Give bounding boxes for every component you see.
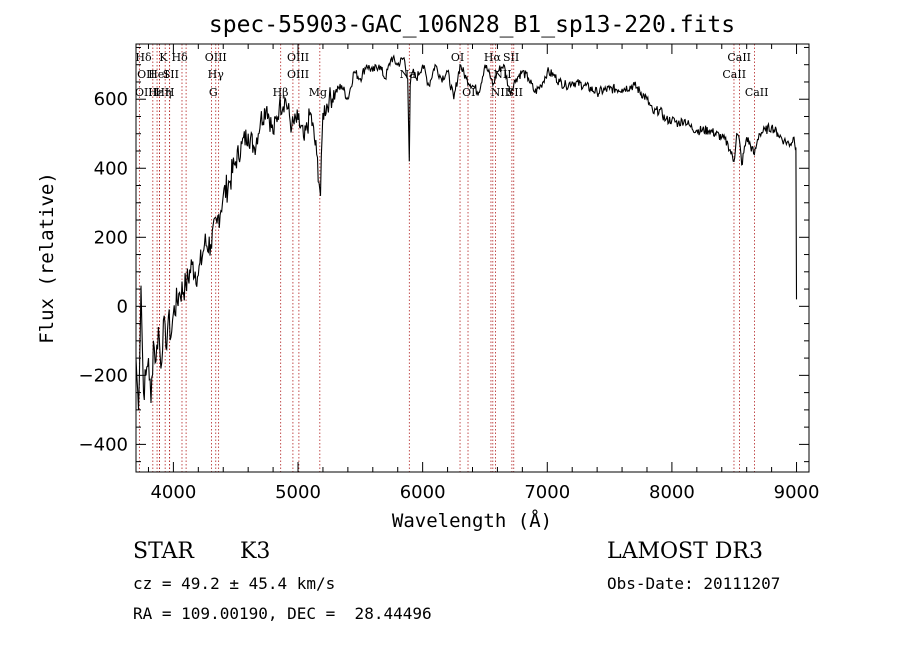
line-label-19: Hη [155,86,171,99]
line-label-2: Hδ [172,51,189,64]
line-label-21: G [209,86,218,99]
object-class-label: STAR [133,539,194,564]
spectrum-series-line [135,54,798,410]
line-label-4: OIII [287,51,309,64]
axis-ticks-layer: 4000 5000 6000 7000 8000 9000 −400 −200 0 200 400 6… [79,44,820,503]
line-label-16: CaII [722,68,746,81]
coords-label: RA = 109.00190, DEC = 28.44496 [133,604,432,623]
line-label-17: OIII [135,86,157,99]
line-label-24: OI [462,86,475,99]
x-tick-label-3: 7000 [524,482,570,503]
line-label-14: Na [400,68,417,81]
line-label-26: SII [507,86,523,99]
line-label-8: CaII [727,51,751,64]
y-tick-label-2: 0 [117,296,128,317]
obs-date: Obs-Date: 20111207 [607,574,780,593]
obs-date-label: Obs-Date: 20111207 [607,574,781,593]
line-label-18: Hε [148,86,164,99]
redshift-cz: cz = 49.2 ± 45.4 km/s [133,574,335,593]
line-label-13: OIII [287,68,309,81]
x-tick-label-1: 5000 [275,482,321,503]
line-label-9: OII [137,68,155,81]
line-label-3: OIII [205,51,227,64]
y-tick-label-3: 200 [94,227,128,248]
emission-lines-layer [138,44,755,472]
plot-frame [135,43,810,473]
y-tick-label-5: 600 [94,89,128,110]
y-tick-label-4: 400 [94,158,128,179]
line-label-11: SII [163,68,179,81]
x-axis-label: Wavelength (Å) [392,509,552,532]
x-tick-label-0: 4000 [150,482,196,503]
x-tick-label-4: 8000 [649,482,695,503]
coordinates: RA = 109.00190, DEC = 28.44496 [133,604,432,623]
x-tick-label-2: 6000 [400,482,446,503]
object-class: STAR [133,539,194,564]
line-label-6: Hα [484,51,502,64]
x-tick-label-5: 9000 [774,482,820,503]
line-label-20: H [165,86,175,99]
line-label-27: CaII [745,86,769,99]
cz-label: cz = 49.2 ± 45.4 km/s [133,574,336,593]
y-tick-label-0: −400 [79,434,128,455]
line-label-23: Mg [309,86,327,99]
survey-name: LAMOST DR3 [607,539,763,564]
line-label-1: K [159,51,168,64]
line-label-25: NII [491,86,509,99]
line-label-22: Hβ [273,86,289,99]
line-label-5: OI [451,51,464,64]
line-label-7: SII [503,51,519,64]
y-axis-label: Flux (relative) [36,172,58,344]
line-label-10: HeI [148,68,168,81]
y-tick-label-1: −200 [79,365,128,386]
subclass: K3 [240,539,270,564]
line-label-12: Hγ [208,68,225,81]
survey-label: LAMOST DR3 [607,539,763,564]
subclass-label: K3 [240,539,271,564]
line-label-0: Hδ [135,51,152,64]
chart-title: spec-55903-GAC_106N28_B1_sp13-220.fits [209,12,735,38]
